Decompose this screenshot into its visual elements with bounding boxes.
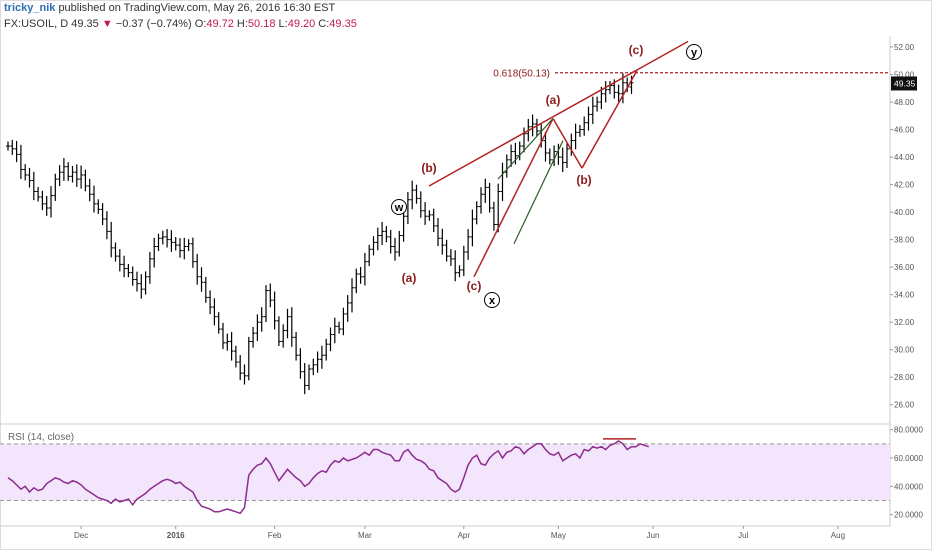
author-name[interactable]: tricky_nik (4, 2, 56, 14)
price-tick-label: 52.00 (894, 43, 915, 52)
wave-label-6: (a) (402, 271, 417, 285)
chart-header-line2: FX:USOIL, D 49.35 ▼ −0.37 (−0.74%) O:49.… (4, 18, 357, 30)
price-tick-label: 26.00 (894, 401, 915, 410)
rsi-tick-label: 60.0000 (894, 454, 923, 463)
channel-line-upper[interactable] (497, 118, 554, 180)
wave-label-8: x (489, 295, 496, 307)
last-price-tag-label: 49.35 (894, 78, 916, 88)
wave-label-9: (b) (421, 161, 436, 175)
date-tick-label: 2016 (167, 531, 185, 540)
high-label: H: (236, 18, 248, 30)
low-label: L: (278, 18, 288, 30)
price-tick-label: 40.00 (894, 208, 915, 217)
date-tick-label: Jun (647, 531, 660, 540)
channel-line-lower[interactable] (513, 140, 564, 245)
published-text: published on TradingView.com, May 26, 20… (58, 2, 336, 14)
price-tick-label: 50.00 (894, 71, 915, 80)
price-tick-label: 44.00 (894, 153, 915, 162)
close-value: 49.35 (329, 18, 357, 30)
close-label: C: (318, 18, 330, 30)
rsi-tick-label: 20.0000 (894, 511, 923, 520)
last-price-tag (891, 76, 917, 91)
open-value: 49.72 (206, 18, 234, 30)
price-tick-label: 34.00 (894, 291, 915, 300)
price-tick-label: 48.00 (894, 98, 915, 107)
date-tick-label: Dec (74, 531, 88, 540)
symbol-label: FX:USOIL, D (4, 18, 69, 30)
rsi-title: RSI (14, close) (8, 432, 74, 443)
rsi-tick-label: 40.0000 (894, 482, 923, 491)
wave-label-3: (a) (546, 93, 561, 107)
open-label: O: (194, 18, 207, 30)
wave-label-4: (b) (576, 173, 591, 187)
low-value: 49.20 (287, 18, 316, 30)
wave-label-circle (484, 292, 500, 308)
rsi-band (0, 443, 890, 501)
date-tick-label: Apr (458, 531, 471, 540)
rsi-tick-label: 80.0000 (894, 426, 923, 435)
wave-label-2: y (691, 47, 698, 59)
price-tick-label: 32.00 (894, 318, 915, 327)
wave-label-circle (391, 199, 407, 215)
wave-label-7: (c) (467, 279, 482, 293)
high-value: 50.18 (247, 18, 276, 30)
price-tick-label: 42.00 (894, 181, 915, 190)
down-arrow-icon: ▼ (101, 18, 113, 30)
wave-line-a-to-b[interactable] (552, 118, 583, 169)
price-tick-label: 28.00 (894, 373, 915, 382)
chart-header-line1: tricky_nik published on TradingView.com,… (4, 2, 335, 14)
last-price-text: 49.35 (71, 18, 99, 30)
change-text: −0.37 (−0.74%) (115, 18, 192, 30)
date-tick-label: Feb (268, 531, 282, 540)
price-tick-label: 30.00 (894, 346, 915, 355)
wave-label-circle (686, 44, 702, 60)
date-tick-label: Jul (738, 531, 748, 540)
wave-line-b-to-c[interactable] (581, 70, 638, 169)
price-tick-label: 46.00 (894, 126, 915, 135)
date-tick-label: Aug (831, 531, 845, 540)
price-tick-label: 38.00 (894, 236, 915, 245)
rsi-line[interactable] (7, 440, 649, 515)
fib-level-label: 0.618(50.13) (493, 69, 550, 80)
wave-label-1: (c) (629, 43, 644, 57)
date-tick-label: Mar (358, 531, 372, 540)
wave-line-c-to-a[interactable] (473, 118, 554, 278)
date-tick-label: May (551, 531, 566, 540)
wave-label-5: w (394, 202, 404, 214)
price-tick-label: 36.00 (894, 263, 915, 272)
upper-trendline[interactable] (428, 40, 689, 187)
